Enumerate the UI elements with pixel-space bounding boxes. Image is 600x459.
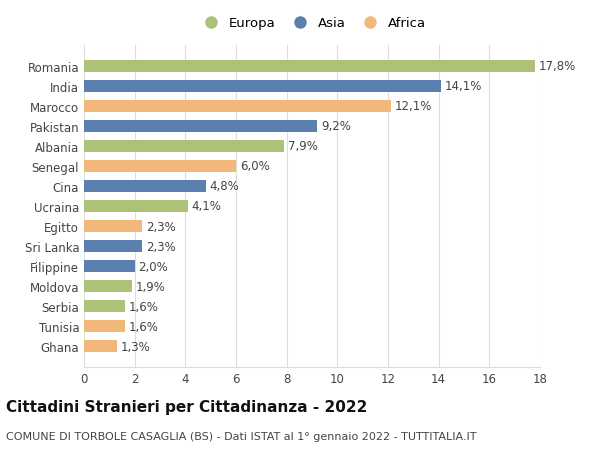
- Bar: [84, 140, 284, 152]
- Text: 1,6%: 1,6%: [128, 320, 158, 333]
- Text: 14,1%: 14,1%: [445, 80, 482, 93]
- Bar: [84, 301, 125, 313]
- Bar: [84, 241, 142, 252]
- Text: 6,0%: 6,0%: [240, 160, 269, 173]
- Bar: [84, 80, 441, 93]
- Bar: [84, 161, 236, 173]
- Text: 4,8%: 4,8%: [209, 180, 239, 193]
- Bar: [84, 61, 535, 73]
- Bar: [84, 261, 134, 273]
- Text: 2,0%: 2,0%: [139, 260, 168, 273]
- Text: 9,2%: 9,2%: [321, 120, 351, 133]
- Bar: [84, 280, 132, 292]
- Bar: [84, 221, 142, 233]
- Text: Cittadini Stranieri per Cittadinanza - 2022: Cittadini Stranieri per Cittadinanza - 2…: [6, 399, 367, 414]
- Bar: [84, 201, 188, 213]
- Text: 17,8%: 17,8%: [539, 60, 576, 73]
- Bar: [84, 101, 391, 112]
- Text: 1,6%: 1,6%: [128, 300, 158, 313]
- Text: 4,1%: 4,1%: [191, 200, 221, 213]
- Legend: Europa, Asia, Africa: Europa, Asia, Africa: [197, 17, 427, 30]
- Text: 7,9%: 7,9%: [288, 140, 318, 153]
- Bar: [84, 180, 206, 192]
- Text: 1,3%: 1,3%: [121, 340, 151, 353]
- Text: 1,9%: 1,9%: [136, 280, 166, 293]
- Bar: [84, 341, 117, 353]
- Text: 2,3%: 2,3%: [146, 220, 176, 233]
- Text: 12,1%: 12,1%: [394, 100, 432, 113]
- Bar: [84, 121, 317, 133]
- Text: 2,3%: 2,3%: [146, 240, 176, 253]
- Bar: [84, 320, 125, 333]
- Text: COMUNE DI TORBOLE CASAGLIA (BS) - Dati ISTAT al 1° gennaio 2022 - TUTTITALIA.IT: COMUNE DI TORBOLE CASAGLIA (BS) - Dati I…: [6, 431, 476, 442]
